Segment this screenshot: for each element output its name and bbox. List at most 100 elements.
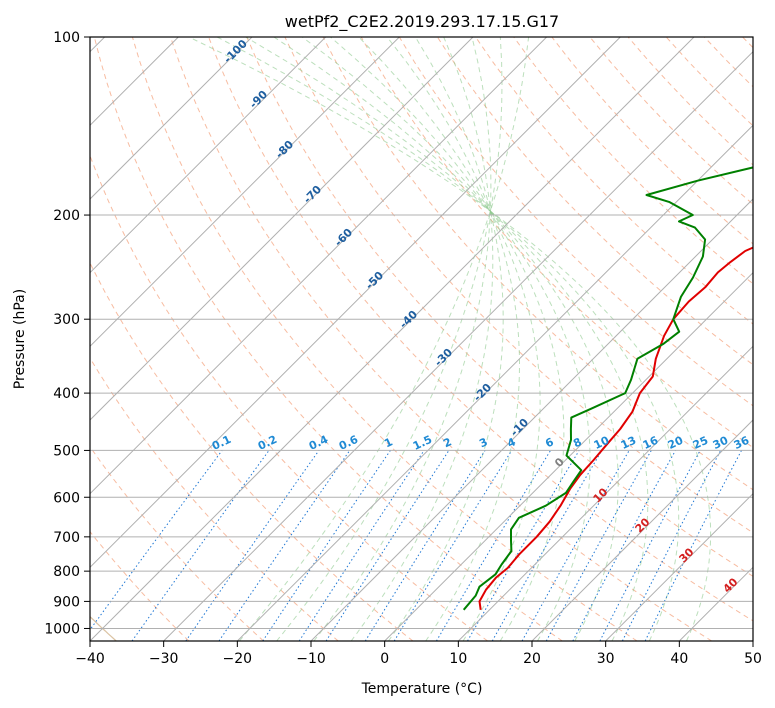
isotherm-line (90, 37, 253, 200)
mixing-ratio-label: 20 (666, 434, 686, 452)
adiabat-label: -30 (432, 346, 455, 369)
isotherm-line (90, 37, 548, 495)
isotherm-line (90, 37, 400, 348)
adiabat-label: -70 (301, 183, 324, 206)
isotherm-line (384, 271, 753, 641)
isotherm-line (752, 640, 753, 641)
moist-adiabat (358, 37, 541, 641)
dewpoint-line (462, 166, 753, 611)
mixing-ratio-label: 13 (619, 434, 638, 452)
x-tick-label: −10 (296, 651, 326, 667)
adiabat-label: 30 (677, 545, 697, 565)
chart-title: wetPf2_C2E2.2019.293.17.15.G17 (285, 12, 559, 32)
x-tick-label: 50 (744, 651, 762, 667)
adiabat-label: 20 (633, 515, 653, 535)
isotherm-line (605, 492, 753, 641)
mixing-ratio-label: 0.1 (210, 433, 233, 453)
mixing-ratio-line (521, 450, 630, 641)
y-tick-label: 800 (53, 564, 80, 580)
mixing-ratio-line (262, 450, 391, 641)
mixing-ratio-label: 36 (732, 434, 752, 452)
y-tick-label: 300 (53, 312, 80, 328)
x-tick-label: −40 (75, 651, 105, 667)
mixing-ratio-label: 8 (571, 435, 583, 450)
mixing-ratio-line (644, 450, 742, 641)
dry-adiabat (208, 37, 753, 622)
moist-adiabat (239, 37, 530, 641)
dry-adiabat (90, 261, 414, 641)
x-ticks: −40 −30 −20 −10 0 10 20 30 40 50 (75, 641, 762, 667)
isotherm-line (457, 345, 753, 641)
y-tick-label: 600 (53, 490, 80, 506)
x-tick-label: −30 (149, 651, 179, 667)
y-ticks: 100 200 300 400 500 600 700 800 900 1000 (44, 30, 90, 637)
adiabat-label: -40 (397, 308, 420, 331)
isotherm-line (90, 37, 327, 274)
temperature-line (478, 246, 753, 610)
dry-adiabat (90, 154, 488, 641)
moist-adiabat (313, 37, 492, 641)
isotherm-line (90, 37, 621, 569)
mixing-ratio-line (545, 450, 652, 641)
moist-adiabat (276, 37, 503, 641)
mixing-ratio-label: 0.2 (256, 433, 279, 453)
mixing-ratio-line (298, 450, 425, 641)
adiabat-label: -80 (273, 138, 296, 161)
y-axis-title: Pressure (hPa) (12, 289, 28, 389)
dry-adiabat (398, 37, 753, 407)
isotherm-line (90, 37, 474, 421)
adiabat-label: -90 (247, 88, 270, 111)
adiabat-label: 40 (721, 575, 741, 595)
annotation-labels: -100-90-80-70-60-50-40-30-20-10010203040… (210, 37, 752, 596)
adiabat-label: -50 (363, 269, 386, 292)
series-layer (462, 166, 753, 611)
isotherm-line (678, 566, 753, 641)
mixing-ratio-label: 1.5 (411, 433, 434, 453)
isotherm-line (236, 124, 753, 641)
moist-adiabat (301, 37, 591, 641)
y-tick-label: 900 (53, 594, 80, 610)
dry-adiabat (90, 530, 190, 641)
mixing-ratio-line (621, 450, 722, 641)
y-tick-label: 1000 (44, 621, 80, 637)
dry-adiabat (170, 37, 712, 641)
mixing-ratio-line (393, 450, 513, 641)
dry-adiabat (703, 37, 753, 88)
adiabat-label: 10 (591, 485, 611, 505)
gridlines (90, 37, 753, 641)
adiabat-label: 0 (552, 455, 567, 470)
dry-adiabat (436, 37, 753, 366)
mixing-ratio-line (218, 450, 351, 641)
isotherm-line (90, 37, 695, 641)
moist-adiabat (330, 37, 565, 641)
mixing-ratio-line (364, 450, 486, 641)
mixing-ratio-line (325, 450, 450, 641)
mixing-ratio-label: 25 (691, 434, 710, 452)
background-lines (90, 37, 753, 641)
x-tick-label: 40 (670, 651, 688, 667)
mixing-ratio-line (467, 450, 580, 641)
mixing-ratio-label: 16 (641, 434, 661, 452)
dry-adiabat (131, 37, 638, 641)
isotherm-line (310, 198, 753, 641)
moist-adiabat (350, 37, 494, 641)
moist-adiabat (387, 37, 504, 641)
y-tick-label: 700 (53, 530, 80, 546)
isotherm-line (531, 419, 753, 641)
isotherm-line (163, 50, 753, 641)
mixing-ratio-label: 0.4 (307, 433, 330, 453)
mixing-ratio-line (599, 450, 701, 641)
dry-adiabat (360, 37, 753, 449)
adiabat-label: -60 (332, 226, 355, 249)
moist-adiabat (188, 37, 712, 641)
x-tick-label: 20 (523, 651, 541, 667)
y-tick-label: 500 (53, 443, 80, 459)
x-tick-label: 30 (597, 651, 615, 667)
mixing-ratio-line (572, 450, 676, 641)
moist-adiabat (216, 37, 680, 641)
dry-adiabat (513, 37, 753, 285)
x-tick-label: 0 (380, 651, 389, 667)
y-tick-label: 400 (53, 386, 80, 402)
y-tick-label: 100 (53, 30, 80, 46)
